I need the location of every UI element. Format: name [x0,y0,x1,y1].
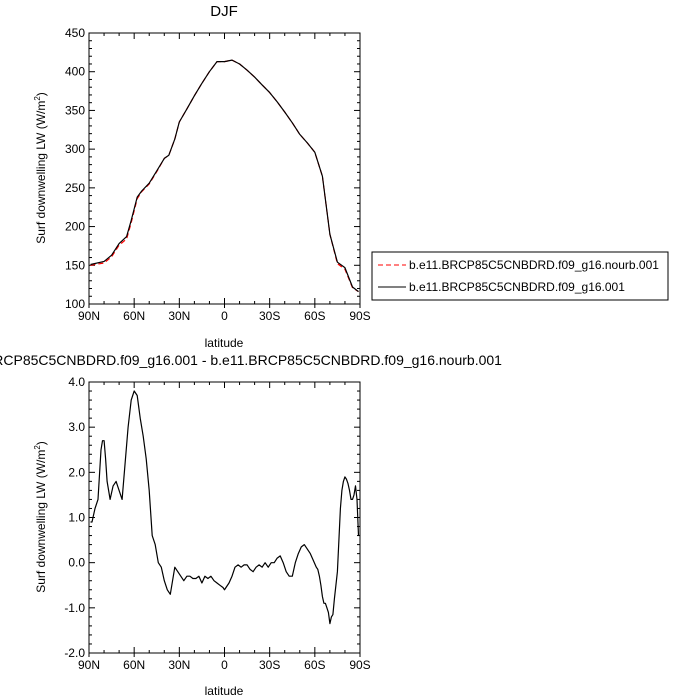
y-tick-label: 0.0 [68,556,85,570]
y-tick-label: 2.0 [68,465,85,479]
top-x-axis-label: latitude [205,336,244,350]
x-tick-label: 0 [221,658,228,672]
series-line-0 [90,390,360,625]
legend-label-control: b.e11.BRCP85C5CNBDRD.f09_g16.001 [409,280,625,294]
y-tick-label: -2.0 [64,646,85,660]
x-tick-label: 30N [168,658,190,672]
y-tick-label: 350 [65,103,85,117]
x-tick-label: 0 [221,309,228,323]
top-y-axis-label: Surf downwelling LW (W/m2) [33,92,48,244]
y-tick-label: 150 [65,258,85,272]
series-line-0 [90,59,359,293]
series-line-1 [90,59,359,293]
x-tick-label: 90N [78,658,100,672]
x-tick-label: 30S [259,658,280,672]
x-tick-label: 90N [78,309,100,323]
y-tick-label: 200 [65,220,85,234]
x-tick-label: 60S [304,658,325,672]
top-chart: DJF 100 150 200 250 300 350 400 450 90N 60N 30N 0 3… [33,3,669,350]
y-tick-label: 4.0 [68,375,85,389]
x-tick-label: 60S [304,309,325,323]
bottom-x-axis-label: latitude [205,684,244,698]
top-chart-title: DJF [210,3,238,20]
x-tick-label: 90S [349,309,370,323]
x-tick-label: 60N [123,658,145,672]
y-tick-label: 100 [65,297,85,311]
y-tick-label: 300 [65,142,85,156]
bottom-y-axis-label: Surf downwelling LW (W/m2) [33,441,48,593]
bottom-plot-frame [88,381,361,654]
x-tick-label: 90S [349,658,370,672]
y-tick-label: 250 [65,181,85,195]
x-tick-label: 30N [168,309,190,323]
y-tick-label: 450 [65,26,85,40]
y-tick-label: 400 [65,65,85,79]
bottom-chart-title: b.e11.BRCP85C5CNBDRD.f09_g16.001 - b.e11… [0,352,502,368]
legend-label-nourb: b.e11.BRCP85C5CNBDRD.f09_g16.nourb.001 [409,258,659,272]
y-tick-label: -1.0 [64,601,85,615]
legend: b.e11.BRCP85C5CNBDRD.f09_g16.nourb.001 b… [371,251,669,301]
y-tick-label: 3.0 [68,420,85,434]
legend-box [371,251,669,301]
y-tick-label: 1.0 [68,511,85,525]
bottom-chart: b.e11.BRCP85C5CNBDRD.f09_g16.001 - b.e11… [0,352,502,698]
x-tick-label: 60N [123,309,145,323]
x-tick-label: 30S [259,309,280,323]
